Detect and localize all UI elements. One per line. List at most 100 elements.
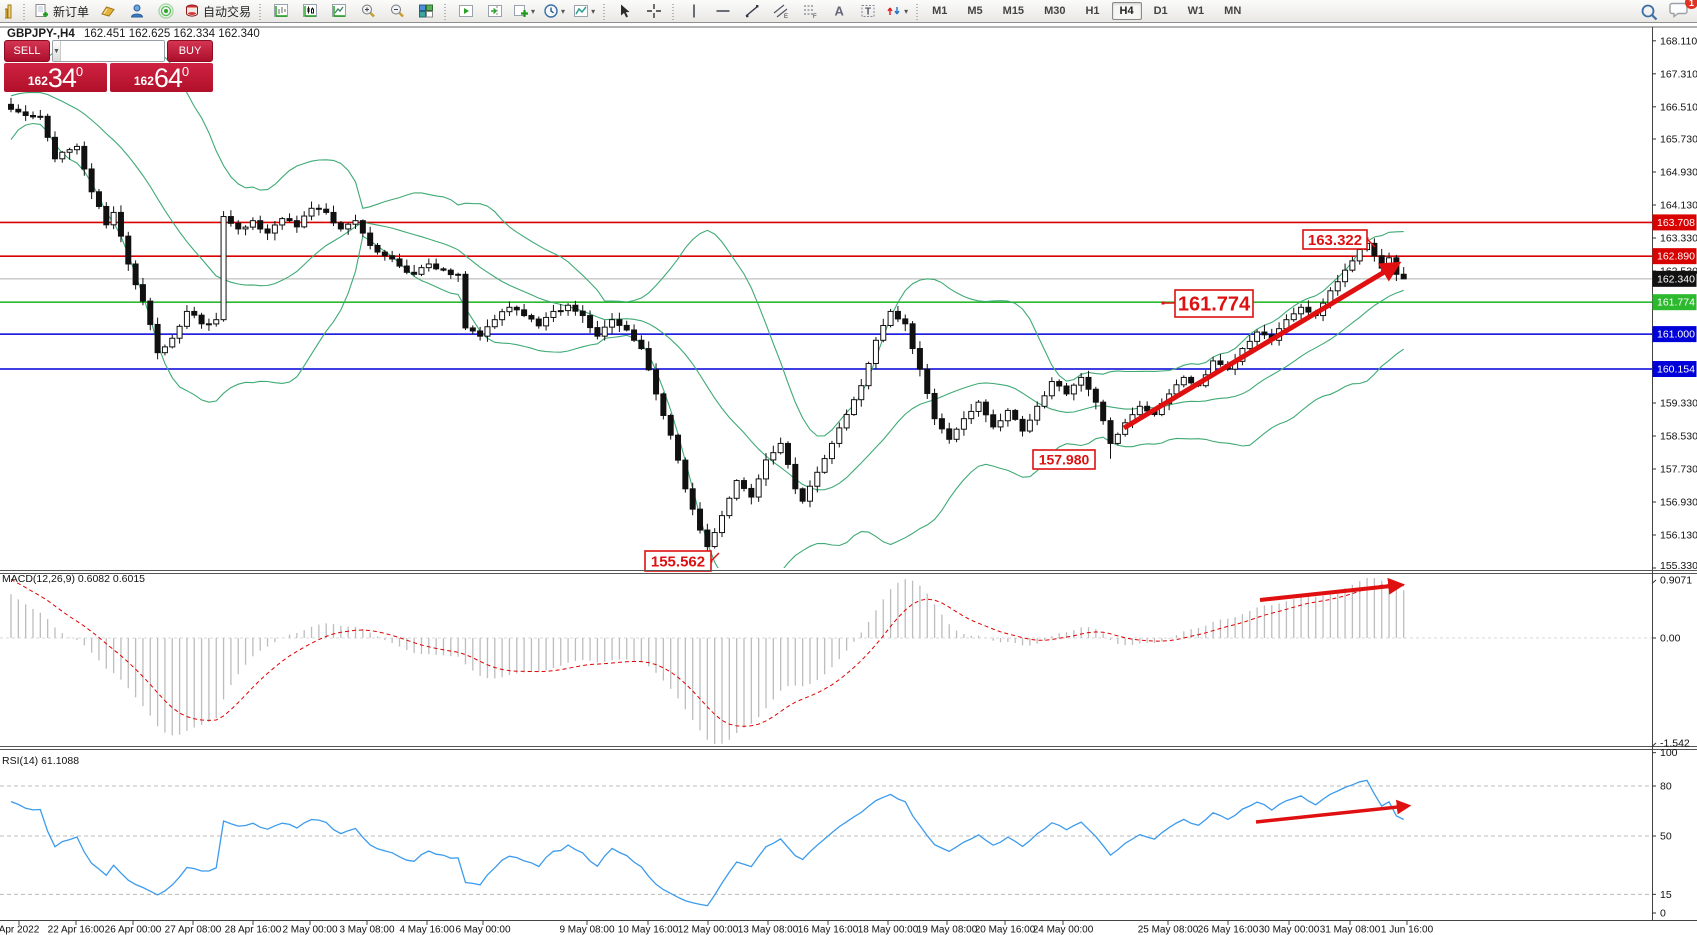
- volume-decrease-button[interactable]: ▼: [53, 41, 61, 61]
- time-axis-label: 31 May 08:00: [1320, 925, 1381, 935]
- buy-price-display[interactable]: 162 64 0: [110, 63, 213, 92]
- cursor-tool-button[interactable]: [611, 1, 638, 22]
- timeframe-M1[interactable]: M1: [932, 5, 948, 17]
- time-axis-label: 24 May 00:00: [1033, 925, 1094, 935]
- autotrading-button[interactable]: 自动交易: [181, 1, 254, 22]
- indicators-button[interactable]: ▾: [510, 1, 538, 22]
- svg-text:162.340: 162.340: [1657, 273, 1695, 285]
- toolbar-grip[interactable]: [671, 2, 677, 20]
- auto-scroll-button[interactable]: [452, 1, 479, 22]
- new-order-icon: [35, 4, 48, 17]
- search-icon[interactable]: [1640, 3, 1659, 22]
- text-tool[interactable]: A: [825, 1, 852, 22]
- vertical-line-tool[interactable]: [680, 1, 707, 22]
- zoom-in-button[interactable]: [354, 1, 381, 22]
- sell-button[interactable]: SELL: [4, 40, 50, 62]
- templates-button[interactable]: ▾: [570, 1, 598, 22]
- annotation-label[interactable]: 163.322: [1302, 229, 1376, 250]
- macd-trend-arrow[interactable]: [1259, 577, 1406, 602]
- timeframe-H4[interactable]: H4: [1111, 2, 1142, 20]
- trendline-icon: [745, 5, 759, 18]
- cut-chart-icon[interactable]: [2, 1, 18, 22]
- crosshair-tool-button[interactable]: [640, 1, 667, 22]
- bar-chart-button[interactable]: [267, 1, 294, 22]
- timeframe-H1[interactable]: H1: [1085, 5, 1100, 17]
- volume-control: ▼ ▲: [52, 40, 165, 62]
- main-price-pane: [0, 49, 1652, 568]
- annotation-label[interactable]: 157.980: [1032, 449, 1096, 470]
- timeframe-M30[interactable]: M30: [1044, 5, 1066, 17]
- timeframe-D1[interactable]: D1: [1153, 5, 1168, 17]
- sell-price-point: 0: [75, 64, 84, 79]
- channel-icon: E: [773, 4, 788, 19]
- signals-button[interactable]: [152, 1, 179, 22]
- candlestick-chart-button[interactable]: [296, 1, 323, 22]
- trendline-tool[interactable]: [738, 1, 765, 22]
- annotation-label[interactable]: 155.562: [644, 550, 720, 572]
- market-watch-button[interactable]: [94, 1, 121, 22]
- toolbar-grip[interactable]: [258, 2, 264, 20]
- equidistant-channel-tool[interactable]: E: [767, 1, 794, 22]
- svg-text:100: 100: [1660, 747, 1678, 759]
- time-axis-label: 20 May 16:00: [975, 925, 1036, 935]
- line-chart-button[interactable]: [325, 1, 352, 22]
- fibonacci-tool[interactable]: F: [796, 1, 823, 22]
- zoom-out-button[interactable]: [383, 1, 410, 22]
- toolbar-grip[interactable]: [602, 2, 608, 20]
- horizontal-line-tool[interactable]: [709, 1, 736, 22]
- main-toolbar: 新订单 自动交易: [0, 0, 1697, 23]
- buy-price-pips: 64: [153, 63, 183, 93]
- auto-scroll-icon: [458, 5, 473, 17]
- time-axis-label: 30 May 00:00: [1259, 925, 1320, 935]
- time-axis-label: 27 Apr 08:00: [165, 925, 222, 935]
- autotrading-icon: [186, 4, 199, 17]
- svg-text:157.730: 157.730: [1660, 464, 1697, 476]
- chart-shift-button[interactable]: [481, 1, 508, 22]
- annotation-label[interactable]: 161.774: [1161, 289, 1254, 318]
- tile-windows-icon: [418, 4, 433, 18]
- text-label-icon: T: [861, 5, 875, 18]
- chart-title: GBPJPY-,H4 162.451 162.625 162.334 162.3…: [7, 28, 260, 40]
- timeframe-M15[interactable]: M15: [1002, 5, 1025, 17]
- rsi-trend-arrow[interactable]: [1255, 799, 1412, 824]
- price-tag-162.340: 162.340: [1652, 270, 1697, 287]
- toolbar-grip[interactable]: [915, 2, 921, 20]
- rsi-label: RSI(14) 61.1088: [2, 755, 79, 767]
- text-label-tool[interactable]: T: [854, 1, 881, 22]
- new-order-button[interactable]: 新订单: [31, 1, 92, 22]
- zoom-in-icon: [361, 4, 375, 18]
- trend-arrow[interactable]: [1122, 261, 1402, 431]
- arrows-tool[interactable]: ▾: [883, 1, 911, 22]
- chart-canvas[interactable]: 163.322 161.774 157.980 155.562 168.110 167.3…: [0, 24, 1697, 935]
- rsi-pane: [0, 779, 1652, 907]
- svg-text:156.130: 156.130: [1660, 530, 1697, 542]
- timeframe-MN[interactable]: MN: [1224, 5, 1242, 17]
- time-axis-label: 10 May 16:00: [618, 925, 679, 935]
- svg-text:167.310: 167.310: [1660, 68, 1697, 80]
- profiles-button[interactable]: [123, 1, 150, 22]
- price-tag-161.000: 161.000: [1652, 326, 1697, 343]
- time-axis-label: 9 May 08:00: [559, 925, 614, 935]
- time-axis-label: Apr 2022: [0, 925, 40, 935]
- candlestick-chart-icon: [302, 4, 317, 17]
- timeframe-W1[interactable]: W1: [1187, 5, 1205, 17]
- price-annotations: 163.322 161.774 157.980 155.562: [644, 229, 1376, 572]
- cursor-icon: [620, 4, 630, 18]
- volume-input[interactable]: [60, 41, 164, 61]
- toolbar-grip[interactable]: [443, 2, 449, 20]
- tile-windows-button[interactable]: [412, 1, 439, 22]
- sell-price-display[interactable]: 162 34 0: [4, 63, 107, 92]
- fibonacci-icon: F: [803, 5, 817, 19]
- svg-text:0: 0: [1660, 908, 1666, 920]
- time-axis-label: 12 May 00:00: [678, 925, 739, 935]
- time-axis-label: 26 Apr 00:00: [105, 925, 162, 935]
- buy-price-point: 0: [181, 64, 190, 79]
- buy-button[interactable]: BUY: [167, 40, 213, 62]
- timeframe-M5[interactable]: M5: [967, 5, 983, 17]
- toolbar-right-icons: 1: [1640, 0, 1697, 24]
- notifications-button[interactable]: 1: [1669, 0, 1697, 24]
- toolbar-grip[interactable]: [22, 2, 27, 20]
- periods-button[interactable]: ▾: [540, 1, 568, 22]
- signal-icon: [157, 3, 174, 19]
- time-axis-label: 16 May 16:00: [798, 925, 859, 935]
